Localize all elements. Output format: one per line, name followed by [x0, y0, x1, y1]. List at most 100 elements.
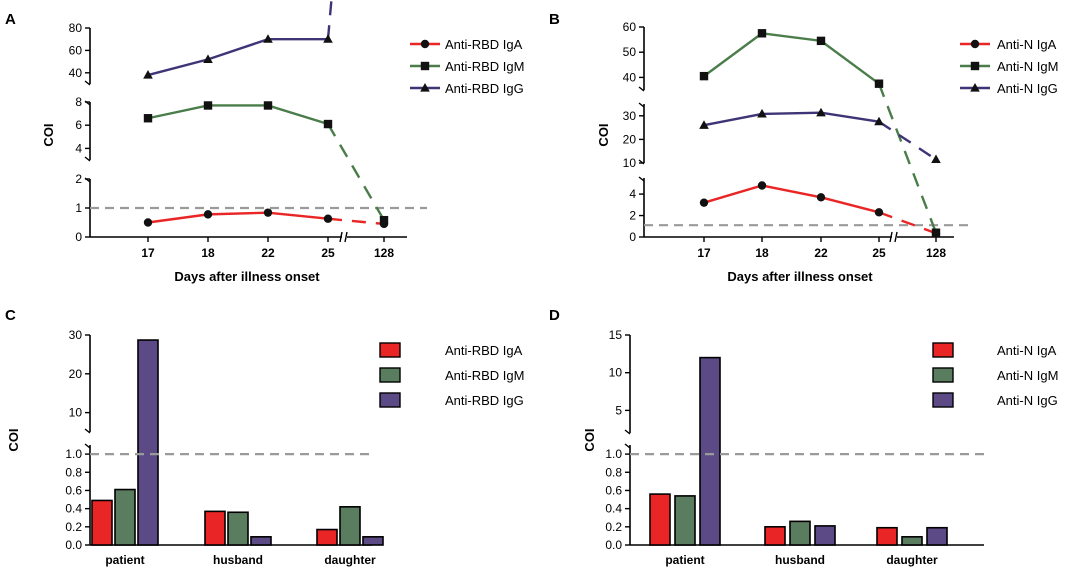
panel-d-bar	[814, 525, 836, 546]
panel-a-x-tick-label: 22	[261, 246, 275, 260]
panel-b-data-point	[699, 120, 709, 129]
panel-d-ylabel: COI	[582, 428, 597, 451]
panel-c-legend-label: Anti-RBD IgM	[445, 368, 524, 383]
panel-c-bar	[362, 536, 384, 546]
panel-b-x-tick-label: 25	[872, 246, 886, 260]
panel-d-x-tick-label: husband	[775, 553, 825, 567]
panel-c-bar	[204, 510, 226, 546]
panel-c-y-tick-label: 1.0	[65, 447, 82, 461]
panel-d-x-tick-label: patient	[665, 553, 704, 567]
panel-a-axis-break-mark	[344, 231, 348, 243]
panel-d-y-tick-label: 0.8	[605, 465, 622, 479]
panel-a-data-point	[323, 214, 333, 223]
panel-a-legend-label: Anti-RBD IgM	[445, 59, 524, 74]
panel-b-data-point	[816, 36, 826, 46]
panel-letter-c: C	[5, 307, 16, 324]
panel-b-data-point	[874, 79, 884, 88]
panel-d-bar	[699, 356, 721, 546]
panel-b-legend-label: Anti-N IgA	[997, 37, 1057, 52]
panel-b-y-tick-label: 4	[629, 187, 636, 201]
panel-a-y-tick-label: 2	[75, 172, 82, 186]
panel-c-legend-swatch	[379, 367, 401, 383]
panel-c-bar	[316, 528, 338, 546]
panel-a-series-line	[147, 38, 328, 77]
panel-d-bar	[901, 536, 923, 546]
panel-a-data-point	[379, 215, 389, 225]
panel-letter-d: D	[549, 307, 560, 324]
panel-a-x-tick-label: 17	[141, 246, 155, 260]
panel-c-bar	[250, 536, 272, 546]
panel-c-bar	[227, 511, 249, 546]
panel-b-data-point	[931, 228, 941, 237]
panel-d-y-tick-label: 1.0	[605, 447, 622, 461]
panel-b-data-point	[757, 108, 767, 118]
panel-c-bar	[137, 339, 159, 546]
panel-b-data-point	[931, 154, 941, 164]
panel-b-series-line-extension	[878, 120, 937, 161]
panel-d-y-tick-label: 15	[609, 328, 623, 342]
panel-b-y-tick-label: 50	[623, 45, 637, 59]
panel-b-chart: 0 2 4 10 20 30 40 50 60 17 18 22 25 128 Anti-N IgA Anti…	[623, 20, 1059, 260]
panel-a-axis-break-mark	[339, 231, 343, 243]
panel-letter-a: A	[5, 11, 16, 28]
panel-a-y-tick-label: 40	[69, 66, 83, 80]
panel-a-y-tick-label: 1	[75, 201, 82, 215]
panel-d-bar	[876, 526, 898, 546]
panel-a-y-tick-label: 60	[69, 43, 83, 57]
panel-c-y-tick-label: 20	[69, 367, 83, 381]
panel-b-data-point	[816, 193, 826, 202]
panel-c-y-tick-label: 0.2	[65, 520, 82, 534]
panel-b-y-tick-label: 0	[629, 230, 636, 244]
panel-a-data-point	[263, 101, 273, 110]
panel-a-series-line-extension	[326, 123, 386, 221]
panel-d-legend-swatch	[932, 392, 954, 408]
panel-d-bar	[789, 520, 811, 546]
panel-d-y-tick-label: 0.6	[605, 483, 622, 497]
panel-a-series-line	[147, 211, 329, 224]
panel-a-axis-break-mark	[84, 80, 91, 86]
panel-b-data-point	[816, 107, 826, 117]
panel-b-y-tick-label: 30	[623, 109, 637, 123]
panel-b-legend-marker	[970, 83, 980, 92]
panel-b-xlabel: Days after illness onset	[727, 269, 873, 284]
panel-a-data-point	[323, 34, 333, 43]
panel-a-data-point	[263, 208, 273, 217]
panel-d-y-tick-label: 5	[615, 403, 622, 417]
panel-a-y-tick-label: 8	[75, 95, 82, 109]
panel-c-bar	[91, 499, 113, 546]
panel-a-xlabel: Days after illness onset	[174, 269, 320, 284]
panel-b-y-tick-label: 40	[623, 70, 637, 84]
panel-a-data-point	[203, 54, 213, 63]
panel-c-legend-swatch	[379, 392, 401, 408]
panel-c-legend-label: Anti-RBD IgA	[445, 343, 523, 358]
panel-d-legend-label: Anti-N IgM	[997, 368, 1058, 383]
panel-d-y-tick-label: 10	[609, 366, 623, 380]
panel-d-y-tick-label: 0.0	[605, 538, 622, 552]
panel-b-legend-marker	[970, 39, 980, 49]
panel-a-series-line-extension	[326, 0, 333, 40]
panel-d-legend-swatch	[932, 342, 954, 358]
panel-a-x-tick-label: 18	[201, 246, 215, 260]
panel-b-series-line	[703, 32, 880, 85]
panel-b-data-point	[874, 116, 884, 126]
panel-b-data-point	[699, 71, 709, 81]
panel-d-bar	[764, 526, 786, 546]
panel-b-y-tick-label: 10	[623, 156, 637, 170]
panel-b-series-line	[703, 184, 880, 214]
panel-b-axis-break-mark	[638, 176, 645, 182]
panel-d-axis-break-mark	[624, 429, 631, 435]
panel-a-data-point	[143, 218, 153, 227]
panel-d-legend-swatch	[932, 367, 954, 383]
panel-d-y-tick-label: 0.4	[605, 502, 622, 516]
panel-a-y-tick-label: 0	[75, 230, 82, 244]
panel-a-data-point	[143, 114, 153, 123]
panel-b-axis-break-mark	[638, 102, 645, 108]
panel-d-chart: 0.0 0.2 0.4 0.6 0.8 1.0 5 10 15 patient husband dau…	[605, 328, 1058, 567]
panel-d-y-tick-label: 0.2	[605, 520, 622, 534]
panel-c-legend-swatch	[379, 342, 401, 358]
panel-a-legend-label: Anti-RBD IgG	[445, 81, 524, 96]
panel-a-axis-break-mark	[84, 177, 91, 183]
panel-a-legend-label: Anti-RBD IgA	[445, 37, 523, 52]
panel-b-x-tick-label: 18	[755, 246, 769, 260]
